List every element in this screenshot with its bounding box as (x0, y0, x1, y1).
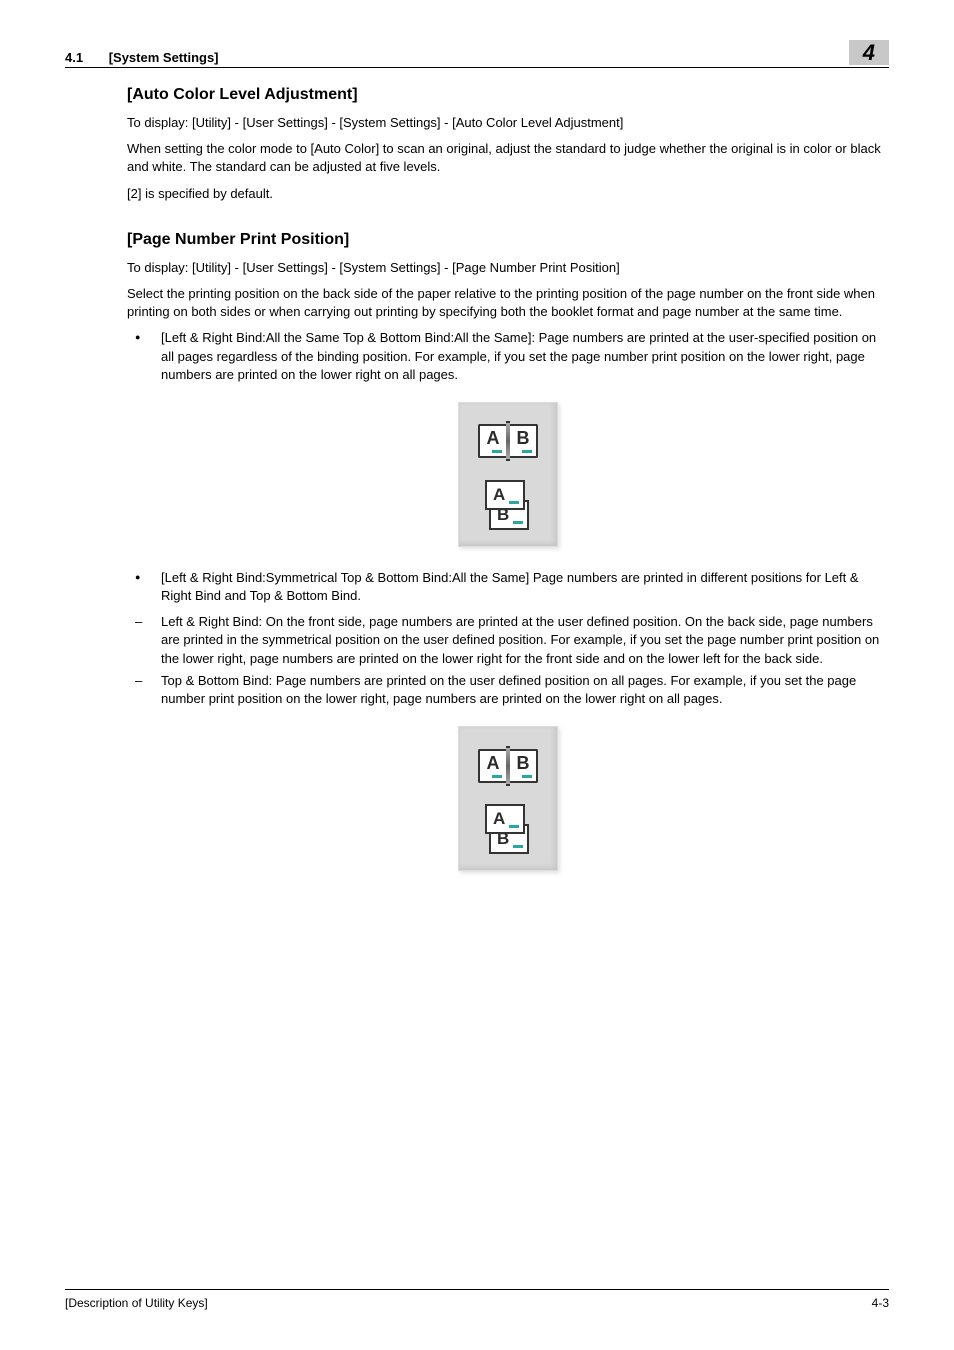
page-footer: [Description of Utility Keys] 4-3 (65, 1289, 889, 1310)
booklet-page-left: A (478, 424, 506, 458)
booklet-page-right: B (510, 749, 538, 783)
bullet-item-2: [Left & Right Bind:Symmetrical Top & Bot… (127, 569, 889, 605)
footer-left: [Description of Utility Keys] (65, 1296, 208, 1310)
page-number-mark-icon (522, 775, 532, 778)
stack-top-label: A (493, 809, 505, 829)
stack-page-top: A (485, 480, 525, 510)
booklet-left-label: A (487, 753, 500, 774)
figure-1: A B B A (458, 402, 558, 547)
section1-para3: [2] is specified by default. (127, 185, 889, 203)
chapter-number: 4 (863, 40, 875, 65)
chapter-number-box: 4 (849, 40, 889, 65)
stack-icon: B A (483, 480, 533, 534)
stack-icon: B A (483, 804, 533, 858)
booklet-left-label: A (487, 428, 500, 449)
booklet-page-right: B (510, 424, 538, 458)
booklet-page-left: A (478, 749, 506, 783)
figure-2: A B B A (458, 726, 558, 871)
page-number-mark-icon (522, 450, 532, 453)
stack-top-label: A (493, 485, 505, 505)
section-title: [System Settings] (109, 50, 219, 65)
dash-item-2: Top & Bottom Bind: Page numbers are prin… (127, 672, 889, 708)
page-number-mark-icon (509, 501, 519, 504)
page-number-mark-icon (513, 845, 523, 848)
figure-2-wrap: A B B A (127, 726, 889, 871)
footer-right: 4-3 (872, 1296, 889, 1310)
booklet-icon: A B (473, 743, 543, 788)
section2-para1: To display: [Utility] - [User Settings] … (127, 259, 889, 277)
page-number-mark-icon (513, 521, 523, 524)
booklet-right-label: B (517, 428, 530, 449)
section2-para2: Select the printing position on the back… (127, 285, 889, 321)
section1-para2: When setting the color mode to [Auto Col… (127, 140, 889, 176)
bullet-item-1: [Left & Right Bind:All the Same Top & Bo… (127, 329, 889, 384)
section-number: 4.1 (65, 50, 83, 65)
page-number-mark-icon (492, 775, 502, 778)
header-left: 4.1 [System Settings] (65, 50, 219, 65)
dash-item-1: Left & Right Bind: On the front side, pa… (127, 613, 889, 668)
figure-1-wrap: A B B A (127, 402, 889, 547)
section1-title: [Auto Color Level Adjustment] (127, 86, 889, 104)
stack-page-top: A (485, 804, 525, 834)
section2-title: [Page Number Print Position] (127, 231, 889, 249)
page-number-mark-icon (492, 450, 502, 453)
booklet-right-label: B (517, 753, 530, 774)
booklet-icon: A B (473, 419, 543, 464)
page-number-mark-icon (509, 825, 519, 828)
section1-para1: To display: [Utility] - [User Settings] … (127, 114, 889, 132)
page-header: 4.1 [System Settings] 4 (65, 40, 889, 68)
